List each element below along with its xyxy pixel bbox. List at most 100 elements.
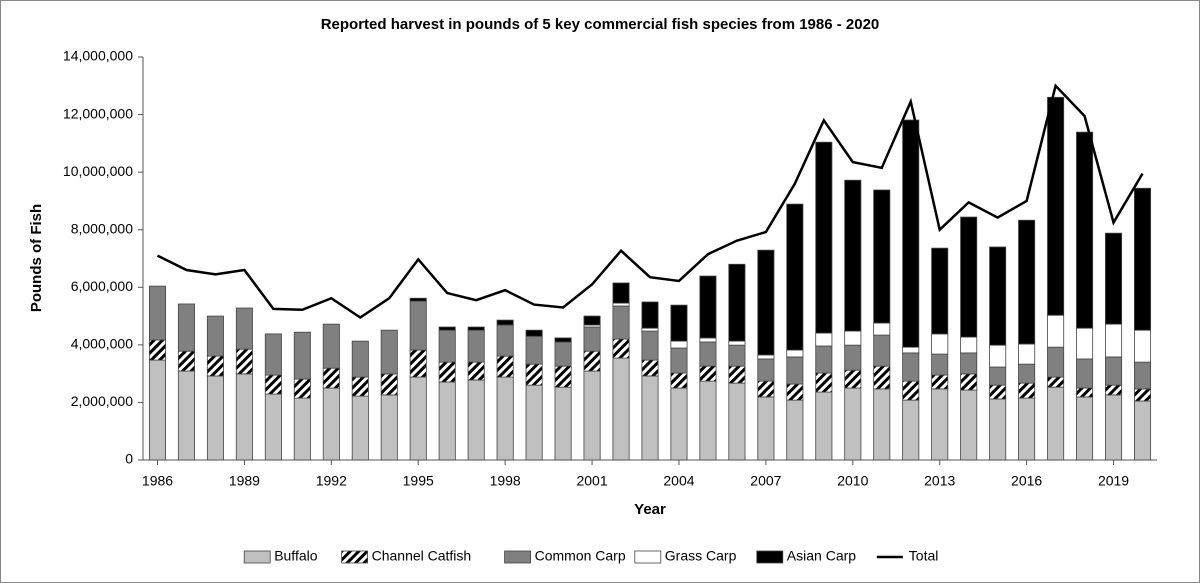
bar-segment — [467, 326, 485, 331]
legend-label: Common Carp — [535, 548, 626, 564]
bar-segment — [206, 355, 224, 377]
bar-segment — [670, 340, 688, 349]
bar-segment — [641, 359, 659, 377]
bar-segment — [815, 345, 833, 374]
bar-segment — [380, 329, 398, 375]
bar-segment — [873, 322, 891, 336]
bar-segment — [612, 302, 630, 307]
x-axis-title: Year — [634, 501, 666, 518]
bar-segment — [380, 394, 398, 461]
legend-swatch — [756, 550, 784, 564]
bar-segment — [931, 333, 949, 355]
bar-segment — [467, 379, 485, 461]
bar-segment — [1134, 329, 1152, 363]
bar-segment — [351, 340, 369, 378]
bar-segment — [1018, 219, 1036, 345]
bar-segment — [612, 305, 630, 340]
bar-segment — [670, 304, 688, 342]
bar-segment — [699, 365, 717, 382]
legend-swatch — [243, 550, 271, 564]
bar-segment — [1047, 386, 1065, 461]
bar-segment — [1018, 382, 1036, 399]
bar-segment — [496, 324, 514, 357]
bar-segment — [989, 246, 1007, 346]
y-tick-label: 4,000,000 — [71, 336, 133, 352]
y-tick-label: 10,000,000 — [63, 163, 133, 179]
legend-label: Asian Carp — [787, 548, 856, 564]
bar-segment — [728, 382, 746, 461]
y-axis-title: Pounds of Fish — [28, 204, 45, 312]
bar-segment — [1047, 346, 1065, 378]
bar-segment — [293, 397, 311, 461]
bar-segment — [467, 361, 485, 381]
bar-segment — [554, 386, 572, 461]
bar-segment — [1105, 384, 1123, 396]
bar-segment — [873, 189, 891, 324]
bar-segment — [728, 340, 746, 346]
bar-segment — [264, 374, 282, 395]
bar-segment — [815, 391, 833, 461]
bar-segment — [699, 337, 717, 343]
legend-label: Channel Catfish — [372, 548, 472, 564]
bar-segment — [438, 326, 456, 331]
bar-segment — [1134, 361, 1152, 390]
bar-segment — [467, 329, 485, 363]
bar-segment — [699, 341, 717, 367]
bar-segment — [235, 307, 253, 350]
bar-segment — [409, 376, 427, 461]
y-tick-label: 12,000,000 — [63, 105, 133, 121]
bar-segment — [1134, 388, 1152, 402]
bar-segment — [786, 399, 804, 461]
bar-segment — [612, 338, 630, 359]
bar-segment — [902, 352, 920, 382]
bar-segment — [815, 141, 833, 334]
bar-segment — [844, 369, 862, 389]
bar-segment — [1076, 396, 1094, 461]
x-tick-label: 1998 — [490, 473, 521, 489]
bar-segment — [873, 365, 891, 390]
bar-segment — [1076, 131, 1094, 329]
bar-segment — [496, 355, 514, 378]
bar-segment — [1047, 314, 1065, 348]
bar-segment — [641, 301, 659, 329]
bar-segment — [757, 249, 775, 356]
bar-segment — [960, 336, 978, 354]
bar-segment — [496, 319, 514, 326]
bar-segment — [699, 380, 717, 461]
bar-segment — [728, 344, 746, 367]
bar-segment — [206, 375, 224, 461]
bar-segment — [670, 387, 688, 461]
bar-segment — [409, 349, 427, 378]
bar-segment — [438, 381, 456, 461]
bar-segment — [786, 383, 804, 401]
bar-segment — [786, 356, 804, 385]
bar-segment — [960, 389, 978, 461]
x-tick-label: 1992 — [316, 473, 347, 489]
x-tick-label: 2016 — [1011, 473, 1042, 489]
bar-segment — [583, 315, 601, 326]
bar-segment — [206, 315, 224, 357]
x-tick-label: 2007 — [750, 473, 781, 489]
bar-segment — [148, 285, 166, 341]
bar-segment — [583, 326, 601, 352]
bar-segment — [844, 330, 862, 346]
bar-segment — [525, 335, 543, 365]
bar-segment — [1134, 187, 1152, 331]
bar-segment — [351, 395, 369, 461]
bar-segment — [612, 357, 630, 461]
x-tick-label: 2019 — [1098, 473, 1129, 489]
bar-segment — [989, 344, 1007, 368]
x-tick-label: 1995 — [403, 473, 434, 489]
bar-segment — [1105, 323, 1123, 358]
bar-segment — [322, 367, 340, 389]
bar-segment — [322, 323, 340, 369]
bar-segment — [1018, 343, 1036, 365]
bar-segment — [1076, 327, 1094, 360]
bar-segment — [641, 327, 659, 332]
bar-segment — [786, 349, 804, 358]
bar-segment — [786, 203, 804, 351]
bar-segment — [409, 300, 427, 351]
bar-segment — [844, 344, 862, 371]
bar-segment — [931, 388, 949, 461]
bar-segment — [1105, 394, 1123, 461]
